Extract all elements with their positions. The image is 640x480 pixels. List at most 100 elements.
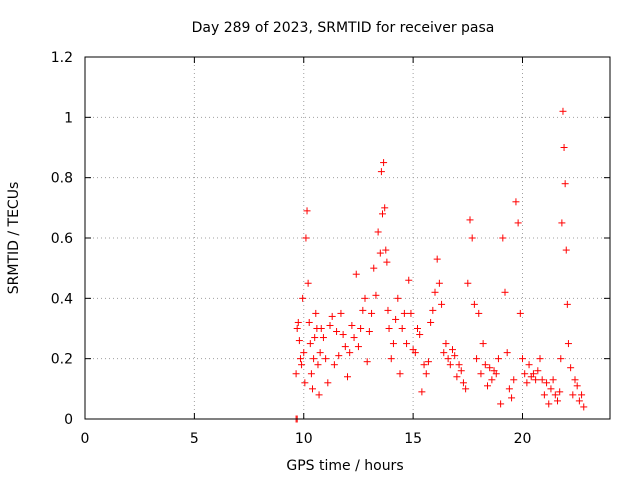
data-point (341, 343, 349, 351)
data-point (523, 379, 531, 387)
data-point (311, 334, 319, 342)
data-point (547, 385, 555, 393)
data-point (503, 349, 511, 357)
data-point (316, 349, 324, 357)
data-point (563, 300, 571, 308)
data-point (559, 107, 567, 115)
data-point (554, 397, 561, 405)
data-point (433, 255, 441, 263)
y-tick-label: 1 (64, 110, 73, 126)
data-point (431, 288, 439, 296)
data-point (294, 318, 302, 326)
data-point (556, 388, 564, 396)
data-point (330, 361, 338, 369)
data-point (561, 180, 569, 188)
data-point (484, 382, 491, 390)
data-point (394, 294, 402, 302)
scatter-points (292, 107, 588, 423)
data-point (551, 391, 559, 399)
data-point (429, 306, 437, 314)
data-point (310, 355, 318, 363)
data-point (459, 379, 467, 387)
data-point (306, 340, 314, 348)
x-tick-label: 15 (404, 431, 422, 447)
data-point (571, 376, 579, 384)
data-point (512, 198, 520, 206)
data-point (361, 294, 369, 302)
y-tick-label: 1.2 (51, 50, 73, 66)
data-point (292, 370, 300, 378)
data-point (368, 309, 376, 317)
data-point (319, 334, 327, 342)
data-point (381, 204, 389, 212)
data-point (477, 370, 485, 378)
data-point (350, 334, 358, 342)
data-point (301, 379, 309, 387)
data-point (384, 306, 392, 314)
data-point (314, 361, 322, 369)
data-point (304, 279, 312, 287)
data-point (446, 361, 454, 369)
data-point (405, 276, 413, 284)
data-point (293, 325, 301, 332)
data-point (392, 315, 400, 323)
data-point (416, 331, 424, 339)
data-point (296, 355, 304, 363)
data-point (534, 367, 542, 375)
data-point (564, 340, 572, 348)
data-point (380, 159, 388, 167)
chart-title: Day 289 of 2023, SRMTID for receiver pas… (192, 20, 495, 36)
data-point (359, 306, 367, 314)
data-point (567, 364, 575, 372)
data-point (414, 325, 421, 332)
data-point (299, 294, 307, 302)
data-point (464, 279, 472, 287)
data-point (303, 207, 311, 215)
data-point (545, 400, 553, 408)
data-point (532, 376, 540, 384)
y-tick-label: 0.2 (51, 352, 73, 368)
data-point (435, 279, 443, 287)
data-point (346, 349, 354, 357)
data-point (365, 328, 373, 336)
data-point (488, 376, 496, 384)
data-point (560, 144, 568, 151)
data-point (328, 312, 336, 320)
data-point (462, 385, 470, 393)
data-point (479, 340, 487, 348)
y-tick-label: 0.8 (51, 171, 73, 187)
x-tick-label: 0 (81, 431, 90, 447)
data-point (363, 358, 371, 366)
data-point (549, 376, 557, 384)
data-point (580, 403, 588, 411)
data-point (372, 291, 380, 299)
data-point (562, 246, 570, 254)
data-point (307, 370, 315, 378)
data-point (519, 355, 526, 363)
x-tick-label: 20 (514, 431, 532, 447)
data-point (514, 219, 522, 227)
data-point (305, 318, 313, 326)
data-point (505, 385, 513, 393)
data-point (510, 376, 518, 384)
data-point (529, 370, 537, 378)
data-point (335, 352, 343, 360)
data-point (492, 370, 500, 378)
data-point (466, 216, 474, 224)
data-point (525, 361, 533, 369)
y-tick-label: 0 (64, 412, 73, 428)
data-point (348, 321, 356, 329)
data-point (357, 325, 365, 332)
data-point (420, 361, 428, 369)
data-point (295, 337, 303, 345)
data-point (569, 391, 577, 399)
data-point (298, 361, 306, 369)
data-point (396, 370, 404, 378)
y-tick-label: 0.6 (51, 231, 73, 247)
x-tick-label: 5 (190, 431, 199, 447)
data-point (508, 394, 516, 402)
data-point (516, 309, 524, 317)
data-point (578, 391, 586, 399)
data-point (352, 270, 360, 278)
data-point (424, 358, 432, 366)
